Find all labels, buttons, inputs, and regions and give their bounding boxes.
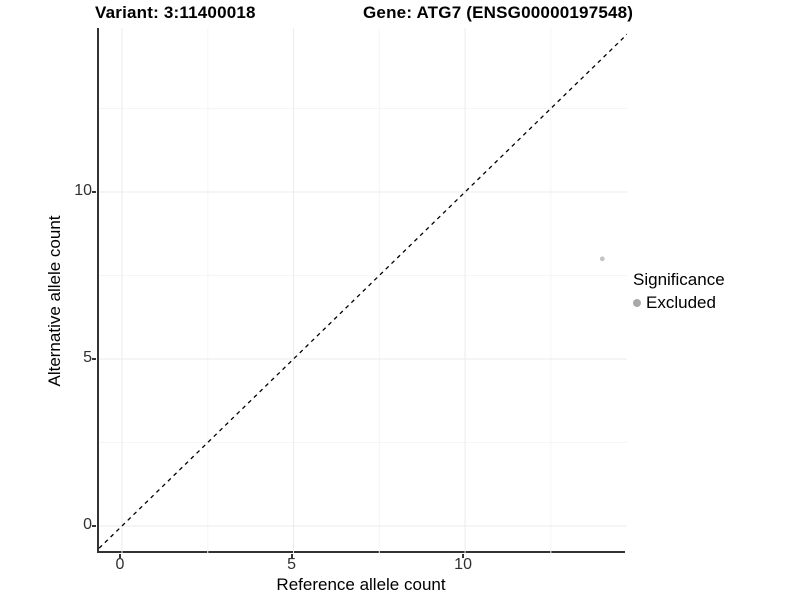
x-tick-mark	[462, 554, 465, 558]
x-tick-label: 5	[287, 556, 296, 573]
scatter-plot-canvas	[99, 28, 627, 553]
legend-items: Excluded	[633, 293, 725, 313]
y-tick-mark	[92, 524, 96, 527]
identity-dashed-line	[99, 33, 627, 550]
legend: Significance Excluded	[633, 270, 725, 313]
plot-panel	[97, 28, 627, 553]
legend-title: Significance	[633, 270, 725, 289]
x-axis-title: Reference allele count	[276, 575, 446, 594]
data-point	[599, 256, 605, 262]
gene-title: Gene: ATG7 (ENSG00000197548)	[363, 3, 634, 22]
x-tick-label: 0	[115, 556, 125, 573]
legend-key-dot-icon	[633, 299, 641, 307]
y-tick-mark	[92, 357, 96, 360]
y-tick-label: 0	[83, 515, 92, 533]
y-tick-mark	[92, 190, 96, 193]
variant-title: Variant: 3:11400018	[95, 3, 256, 22]
y-axis-title: Alternative allele count	[45, 215, 64, 387]
x-tick-mark	[290, 554, 293, 558]
legend-item: Excluded	[633, 293, 725, 313]
x-tick-mark	[118, 554, 121, 558]
y-tick-label: 10	[74, 181, 92, 199]
legend-item-label: Excluded	[646, 293, 716, 312]
x-tick-label: 10	[454, 556, 472, 573]
y-tick-label: 5	[83, 348, 92, 366]
